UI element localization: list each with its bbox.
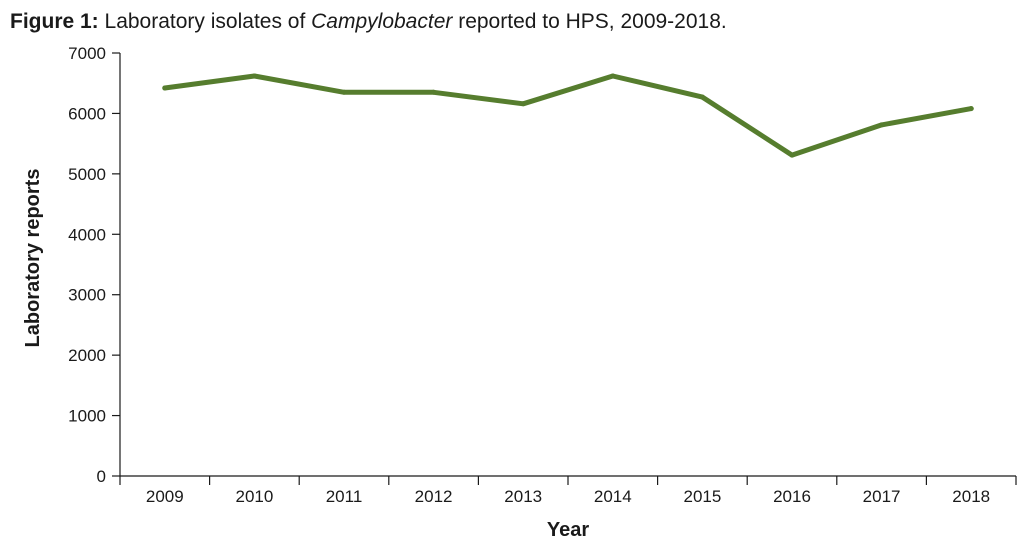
data-point bbox=[879, 122, 885, 128]
x-tick-label: 2017 bbox=[863, 487, 901, 506]
data-point bbox=[520, 101, 526, 107]
figure-caption-start: Laboratory isolates of bbox=[98, 10, 312, 33]
figure-title: Figure 1: Laboratory isolates of Campylo… bbox=[10, 9, 727, 34]
y-tick-label: 0 bbox=[97, 467, 106, 486]
x-tick-label: 2010 bbox=[235, 487, 273, 506]
y-tick-label: 5000 bbox=[68, 165, 106, 184]
x-tick-label: 2018 bbox=[952, 487, 990, 506]
y-axis-title: Laboratory reports bbox=[22, 169, 44, 348]
x-tick-label: 2011 bbox=[326, 487, 363, 506]
x-tick-label: 2014 bbox=[594, 487, 632, 506]
data-point bbox=[341, 89, 347, 95]
data-point bbox=[431, 89, 437, 95]
y-tick-label: 1000 bbox=[68, 407, 106, 426]
x-tick-label: 2009 bbox=[146, 487, 184, 506]
data-point bbox=[968, 106, 974, 112]
series-line bbox=[162, 73, 974, 158]
data-point bbox=[789, 152, 795, 158]
series bbox=[162, 73, 974, 158]
x-tick-label: 2015 bbox=[683, 487, 721, 506]
y-tick-label: 6000 bbox=[68, 104, 106, 123]
data-point bbox=[610, 73, 616, 79]
x-axis: 2009 2010 2011 2012 2013 2014 2015 2016 2017 2018 bbox=[119, 475, 1017, 506]
x-tick-label: 2016 bbox=[773, 487, 811, 506]
y-tick-label: 3000 bbox=[68, 286, 106, 305]
data-point bbox=[251, 73, 257, 79]
y-axis: 0 1000 2000 3000 4000 5000 6000 7000 bbox=[68, 44, 121, 486]
figure-label: Figure 1: bbox=[10, 10, 99, 33]
data-point bbox=[162, 85, 168, 91]
y-tick-label: 4000 bbox=[68, 225, 106, 244]
data-point bbox=[699, 94, 705, 100]
x-tick-label: 2013 bbox=[504, 487, 542, 506]
x-axis-title: Year bbox=[547, 519, 589, 541]
figure-caption-organism: Campylobacter bbox=[311, 10, 453, 33]
figure-caption-end: reported to HPS, 2009-2018. bbox=[452, 10, 727, 33]
x-tick-label: 2012 bbox=[415, 487, 453, 506]
y-tick-label: 2000 bbox=[68, 346, 106, 365]
y-tick-label: 7000 bbox=[68, 44, 106, 63]
